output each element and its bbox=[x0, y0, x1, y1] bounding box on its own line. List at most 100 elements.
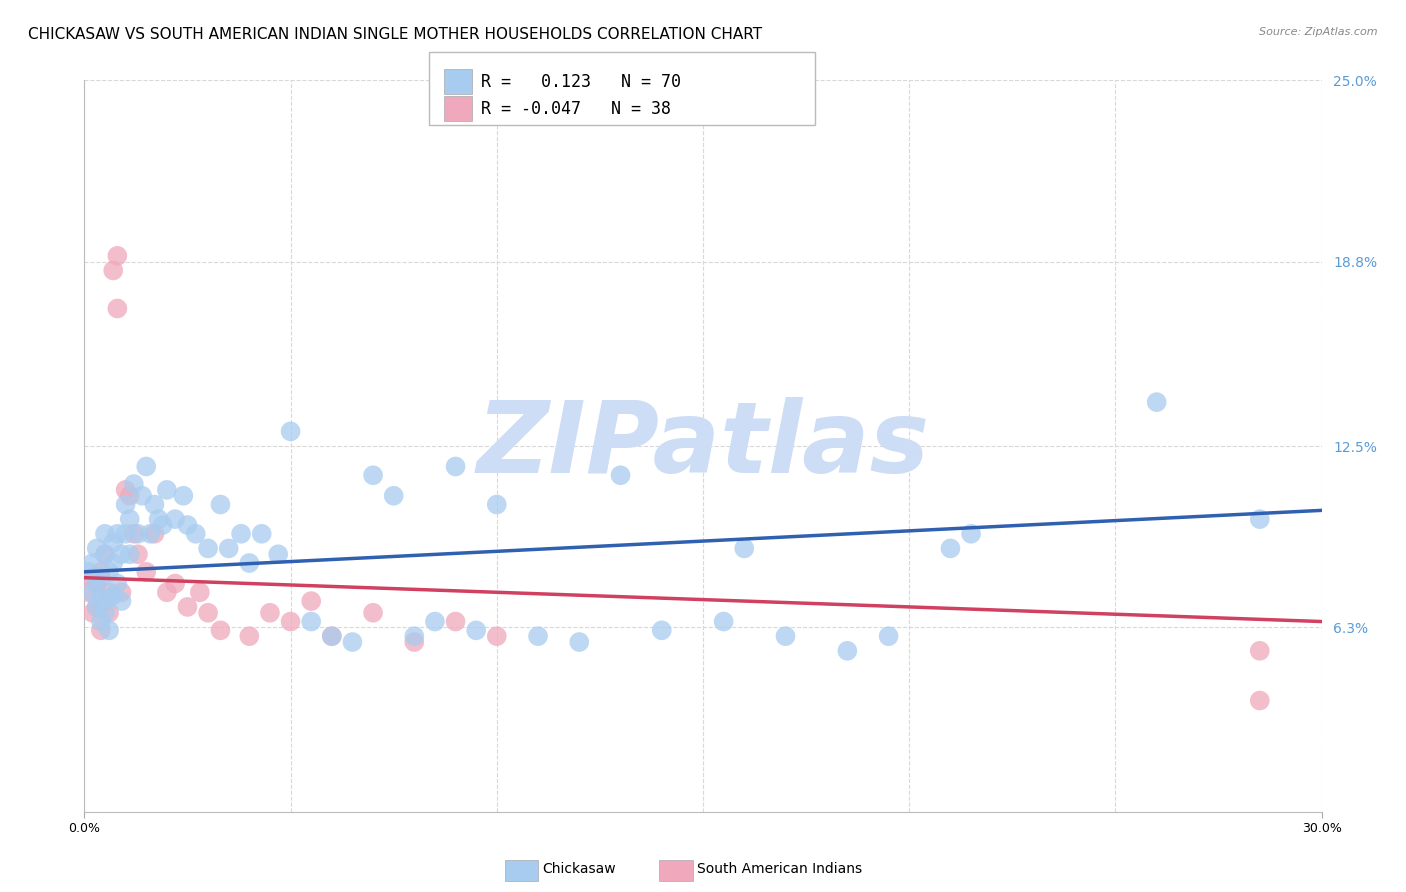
South American Indians bbox=[86, 576, 108, 591]
Chickasaw bbox=[733, 541, 755, 556]
Chickasaw bbox=[122, 477, 145, 491]
Chickasaw bbox=[82, 556, 104, 570]
South American Indians bbox=[299, 594, 322, 608]
South American Indians bbox=[1249, 693, 1271, 707]
Chickasaw bbox=[98, 565, 121, 579]
Text: R =   0.123   N = 70: R = 0.123 N = 70 bbox=[481, 73, 681, 91]
South American Indians bbox=[444, 615, 467, 629]
Chickasaw bbox=[139, 526, 162, 541]
Chickasaw bbox=[127, 526, 149, 541]
South American Indians bbox=[110, 585, 132, 599]
Chickasaw bbox=[114, 526, 136, 541]
South American Indians bbox=[82, 606, 104, 620]
South American Indians bbox=[77, 585, 100, 599]
Text: R = -0.047   N = 38: R = -0.047 N = 38 bbox=[481, 100, 671, 118]
Chickasaw bbox=[94, 526, 117, 541]
Chickasaw bbox=[86, 576, 108, 591]
Text: CHICKASAW VS SOUTH AMERICAN INDIAN SINGLE MOTHER HOUSEHOLDS CORRELATION CHART: CHICKASAW VS SOUTH AMERICAN INDIAN SINGL… bbox=[28, 27, 762, 42]
Chickasaw bbox=[98, 591, 121, 606]
Chickasaw bbox=[114, 498, 136, 512]
South American Indians bbox=[176, 599, 198, 614]
Chickasaw bbox=[172, 489, 194, 503]
Chickasaw bbox=[165, 512, 187, 526]
South American Indians bbox=[259, 606, 281, 620]
Chickasaw bbox=[197, 541, 219, 556]
Chickasaw bbox=[527, 629, 550, 643]
Chickasaw bbox=[176, 518, 198, 533]
Chickasaw bbox=[90, 571, 112, 585]
Chickasaw bbox=[342, 635, 364, 649]
Chickasaw bbox=[361, 468, 384, 483]
Text: South American Indians: South American Indians bbox=[697, 862, 862, 876]
South American Indians bbox=[82, 571, 104, 585]
Chickasaw bbox=[485, 498, 508, 512]
Chickasaw bbox=[1146, 395, 1168, 409]
Chickasaw bbox=[280, 425, 302, 439]
South American Indians bbox=[122, 526, 145, 541]
Chickasaw bbox=[82, 585, 104, 599]
South American Indians bbox=[118, 489, 141, 503]
South American Indians bbox=[361, 606, 384, 620]
Chickasaw bbox=[713, 615, 735, 629]
South American Indians bbox=[404, 635, 426, 649]
Chickasaw bbox=[103, 588, 125, 602]
Chickasaw bbox=[118, 547, 141, 561]
Text: ZIPatlas: ZIPatlas bbox=[477, 398, 929, 494]
Chickasaw bbox=[105, 526, 128, 541]
South American Indians bbox=[94, 547, 117, 561]
South American Indians bbox=[103, 263, 125, 277]
Chickasaw bbox=[103, 556, 125, 570]
Chickasaw bbox=[94, 547, 117, 561]
Chickasaw bbox=[86, 599, 108, 614]
South American Indians bbox=[98, 585, 121, 599]
South American Indians bbox=[485, 629, 508, 643]
South American Indians bbox=[114, 483, 136, 497]
South American Indians bbox=[98, 606, 121, 620]
Chickasaw bbox=[110, 547, 132, 561]
South American Indians bbox=[156, 585, 179, 599]
Chickasaw bbox=[209, 498, 232, 512]
Chickasaw bbox=[609, 468, 631, 483]
Chickasaw bbox=[184, 526, 207, 541]
Chickasaw bbox=[131, 489, 153, 503]
Chickasaw bbox=[90, 615, 112, 629]
South American Indians bbox=[209, 624, 232, 638]
South American Indians bbox=[127, 547, 149, 561]
South American Indians bbox=[188, 585, 211, 599]
Chickasaw bbox=[267, 547, 290, 561]
South American Indians bbox=[1249, 644, 1271, 658]
Chickasaw bbox=[382, 489, 405, 503]
Chickasaw bbox=[135, 459, 157, 474]
South American Indians bbox=[165, 576, 187, 591]
South American Indians bbox=[238, 629, 260, 643]
Chickasaw bbox=[250, 526, 273, 541]
Chickasaw bbox=[837, 644, 859, 658]
Chickasaw bbox=[110, 594, 132, 608]
South American Indians bbox=[86, 599, 108, 614]
Chickasaw bbox=[960, 526, 983, 541]
Text: Chickasaw: Chickasaw bbox=[543, 862, 616, 876]
South American Indians bbox=[105, 249, 128, 263]
Chickasaw bbox=[877, 629, 900, 643]
Chickasaw bbox=[404, 629, 426, 643]
Chickasaw bbox=[156, 483, 179, 497]
South American Indians bbox=[90, 624, 112, 638]
Chickasaw bbox=[143, 498, 166, 512]
Chickasaw bbox=[775, 629, 797, 643]
Chickasaw bbox=[152, 518, 174, 533]
Chickasaw bbox=[465, 624, 488, 638]
Chickasaw bbox=[321, 629, 343, 643]
South American Indians bbox=[321, 629, 343, 643]
Chickasaw bbox=[568, 635, 591, 649]
Chickasaw bbox=[238, 556, 260, 570]
Chickasaw bbox=[299, 615, 322, 629]
Chickasaw bbox=[444, 459, 467, 474]
South American Indians bbox=[105, 301, 128, 316]
South American Indians bbox=[90, 565, 112, 579]
South American Indians bbox=[197, 606, 219, 620]
Chickasaw bbox=[103, 535, 125, 549]
Text: Source: ZipAtlas.com: Source: ZipAtlas.com bbox=[1260, 27, 1378, 37]
Chickasaw bbox=[218, 541, 240, 556]
Chickasaw bbox=[86, 541, 108, 556]
Chickasaw bbox=[94, 606, 117, 620]
